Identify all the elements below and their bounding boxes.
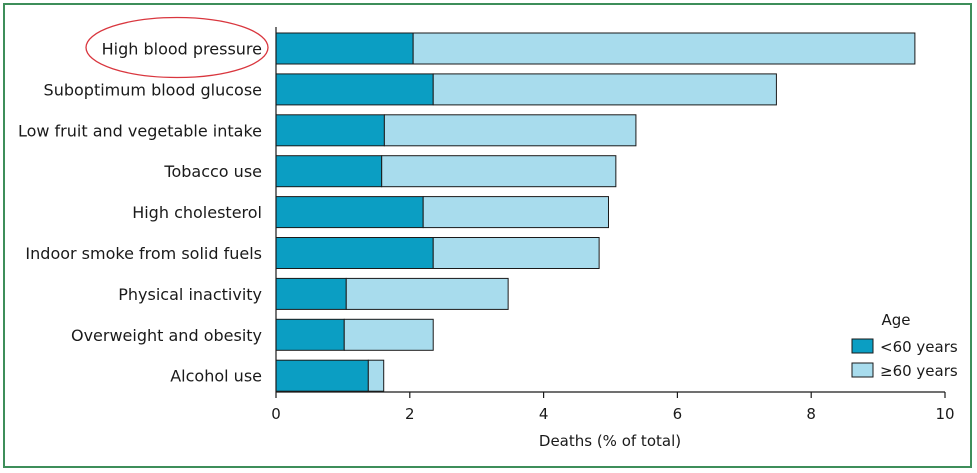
x-tick-label-8: 8 xyxy=(806,405,816,423)
bar-tobacco-use-60-plus xyxy=(381,155,617,188)
labels-layer: High blood pressure Suboptimum blood gluc… xyxy=(18,16,269,386)
legend-swatch-under-60 xyxy=(851,338,874,354)
bar-physical-inactivity-60-plus xyxy=(345,277,509,310)
category-label-physical-inactivity: Physical inactivity xyxy=(118,285,262,304)
x-tick-label-0: 0 xyxy=(271,405,281,423)
category-label-high-blood-pressure: High blood pressure xyxy=(102,40,262,59)
bar-high-blood-pressure-under-60 xyxy=(275,32,414,65)
bar-physical-inactivity-under-60 xyxy=(275,277,347,310)
legend-swatch-60-plus xyxy=(851,362,874,378)
category-label-suboptimum-blood-glucose: Suboptimum blood glucose xyxy=(44,80,262,99)
legend-title: Age xyxy=(881,311,910,329)
bar-alcohol-use-under-60 xyxy=(275,359,369,392)
axes-layer: 0 2 4 6 8 10 xyxy=(271,27,955,423)
x-tick-label-6: 6 xyxy=(673,405,683,423)
category-label-tobacco-use: Tobacco use xyxy=(163,162,262,181)
x-axis-title: Deaths (% of total) xyxy=(539,432,681,450)
legend-label-60-plus: ≥60 years xyxy=(880,362,958,380)
bar-suboptimum-blood-glucose-under-60 xyxy=(275,73,434,106)
category-label-overweight-and-obesity: Overweight and obesity xyxy=(71,326,262,345)
bar-suboptimum-blood-glucose-60-plus xyxy=(432,73,777,106)
category-label-alcohol-use: Alcohol use xyxy=(170,367,262,386)
bar-high-cholesterol-60-plus xyxy=(422,196,609,229)
bar-low-fruit-and-vegetable-intake-60-plus xyxy=(383,114,637,147)
category-label-low-fruit-and-vegetable-intake: Low fruit and vegetable intake xyxy=(18,121,262,140)
x-tick-label-10: 10 xyxy=(935,405,954,423)
bar-alcohol-use-60-plus xyxy=(367,359,385,392)
category-label-indoor-smoke-from-solid-fuels: Indoor smoke from solid fuels xyxy=(25,244,262,263)
category-label-high-cholesterol: High cholesterol xyxy=(132,203,262,222)
x-tick-label-4: 4 xyxy=(539,405,549,423)
x-tick-label-2: 2 xyxy=(405,405,415,423)
bars-layer xyxy=(275,32,916,392)
bar-tobacco-use-under-60 xyxy=(275,155,383,188)
bar-indoor-smoke-from-solid-fuels-60-plus xyxy=(432,237,600,269)
bar-overweight-and-obesity-60-plus xyxy=(343,318,434,351)
legend-label-under-60: <60 years xyxy=(880,338,958,356)
highlight-ellipse xyxy=(85,16,269,79)
bar-high-cholesterol-under-60 xyxy=(275,196,424,229)
bar-low-fruit-and-vegetable-intake-under-60 xyxy=(275,114,385,147)
bar-indoor-smoke-from-solid-fuels-under-60 xyxy=(275,237,434,269)
bar-high-blood-pressure-60-plus xyxy=(412,32,916,65)
legend: Age <60 years ≥60 years xyxy=(851,311,958,380)
bar-overweight-and-obesity-under-60 xyxy=(275,318,345,351)
